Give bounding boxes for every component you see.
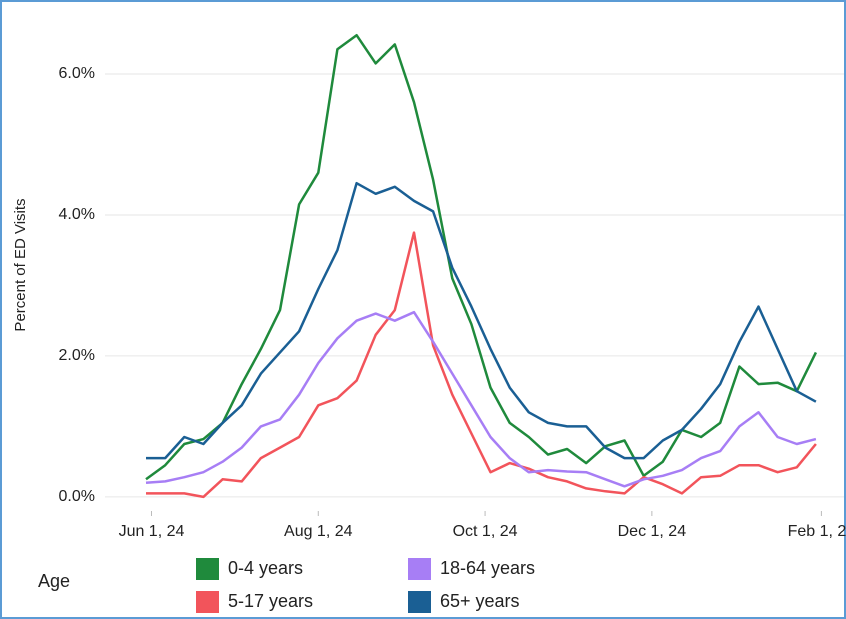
line-series (146, 231, 817, 499)
y-tick-label: 6.0% (59, 65, 95, 82)
x-tick-label: Oct 1, 24 (453, 523, 518, 540)
legend-title: Age (38, 571, 70, 591)
legend-label: 18-64 years (440, 558, 535, 578)
legend-swatch (196, 558, 219, 580)
y-tick-label: 4.0% (59, 206, 95, 223)
legend-label: 5-17 years (228, 591, 313, 611)
x-tick-label: Dec 1, 24 (618, 523, 687, 540)
line-series (146, 181, 817, 460)
legend-swatch (408, 591, 431, 613)
y-axis-label: Percent of ED Visits (12, 198, 29, 331)
y-tick-label: 2.0% (59, 347, 95, 364)
legend-label: 65+ years (440, 591, 520, 611)
x-tick-label: Aug 1, 24 (284, 523, 353, 540)
x-tick-label: Jun 1, 24 (119, 523, 185, 540)
x-tick-label: Feb 1, 25 (788, 523, 846, 540)
legend-swatch (408, 558, 431, 580)
y-tick-label: 0.0% (59, 488, 95, 505)
legend-label: 0-4 years (228, 558, 303, 578)
line-series (145, 310, 817, 488)
line-series (145, 33, 818, 481)
legend-swatch (196, 591, 219, 613)
